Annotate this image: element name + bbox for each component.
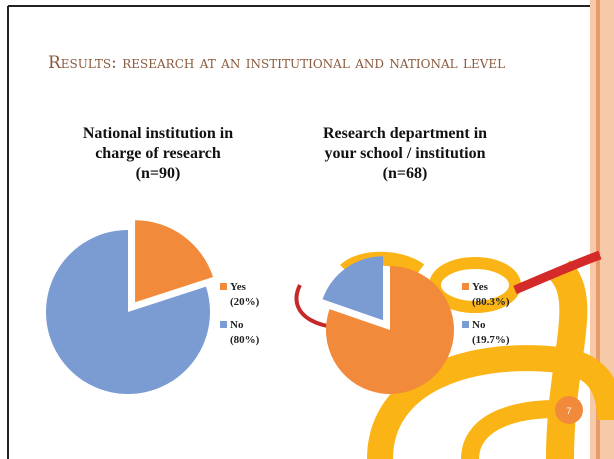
slide: 7 Yes (20%) No (80%) Yes (80.3%) No (19.7%) Res… [0, 0, 614, 459]
legend-swatch [220, 321, 227, 328]
slide-title: Results: research at an institutional an… [48, 50, 518, 77]
legend-label: No [230, 319, 244, 331]
value-label: (80.3%) [472, 296, 510, 308]
page-number: 7 [566, 406, 571, 416]
legend-label: Yes [230, 281, 247, 293]
legend-swatch [462, 283, 469, 290]
value-label: (20%) [230, 296, 260, 308]
value-label: (19.7%) [472, 334, 510, 346]
chart-title: Research department in your school / ins… [320, 124, 490, 184]
legend-label: Yes [472, 281, 489, 293]
legend-label: No [472, 319, 486, 331]
legend-swatch [220, 283, 227, 290]
legend-swatch [462, 321, 469, 328]
value-label: (80%) [230, 334, 260, 346]
decor-swoosh [560, 270, 573, 459]
chart-title: National institution in charge of resear… [73, 124, 243, 184]
